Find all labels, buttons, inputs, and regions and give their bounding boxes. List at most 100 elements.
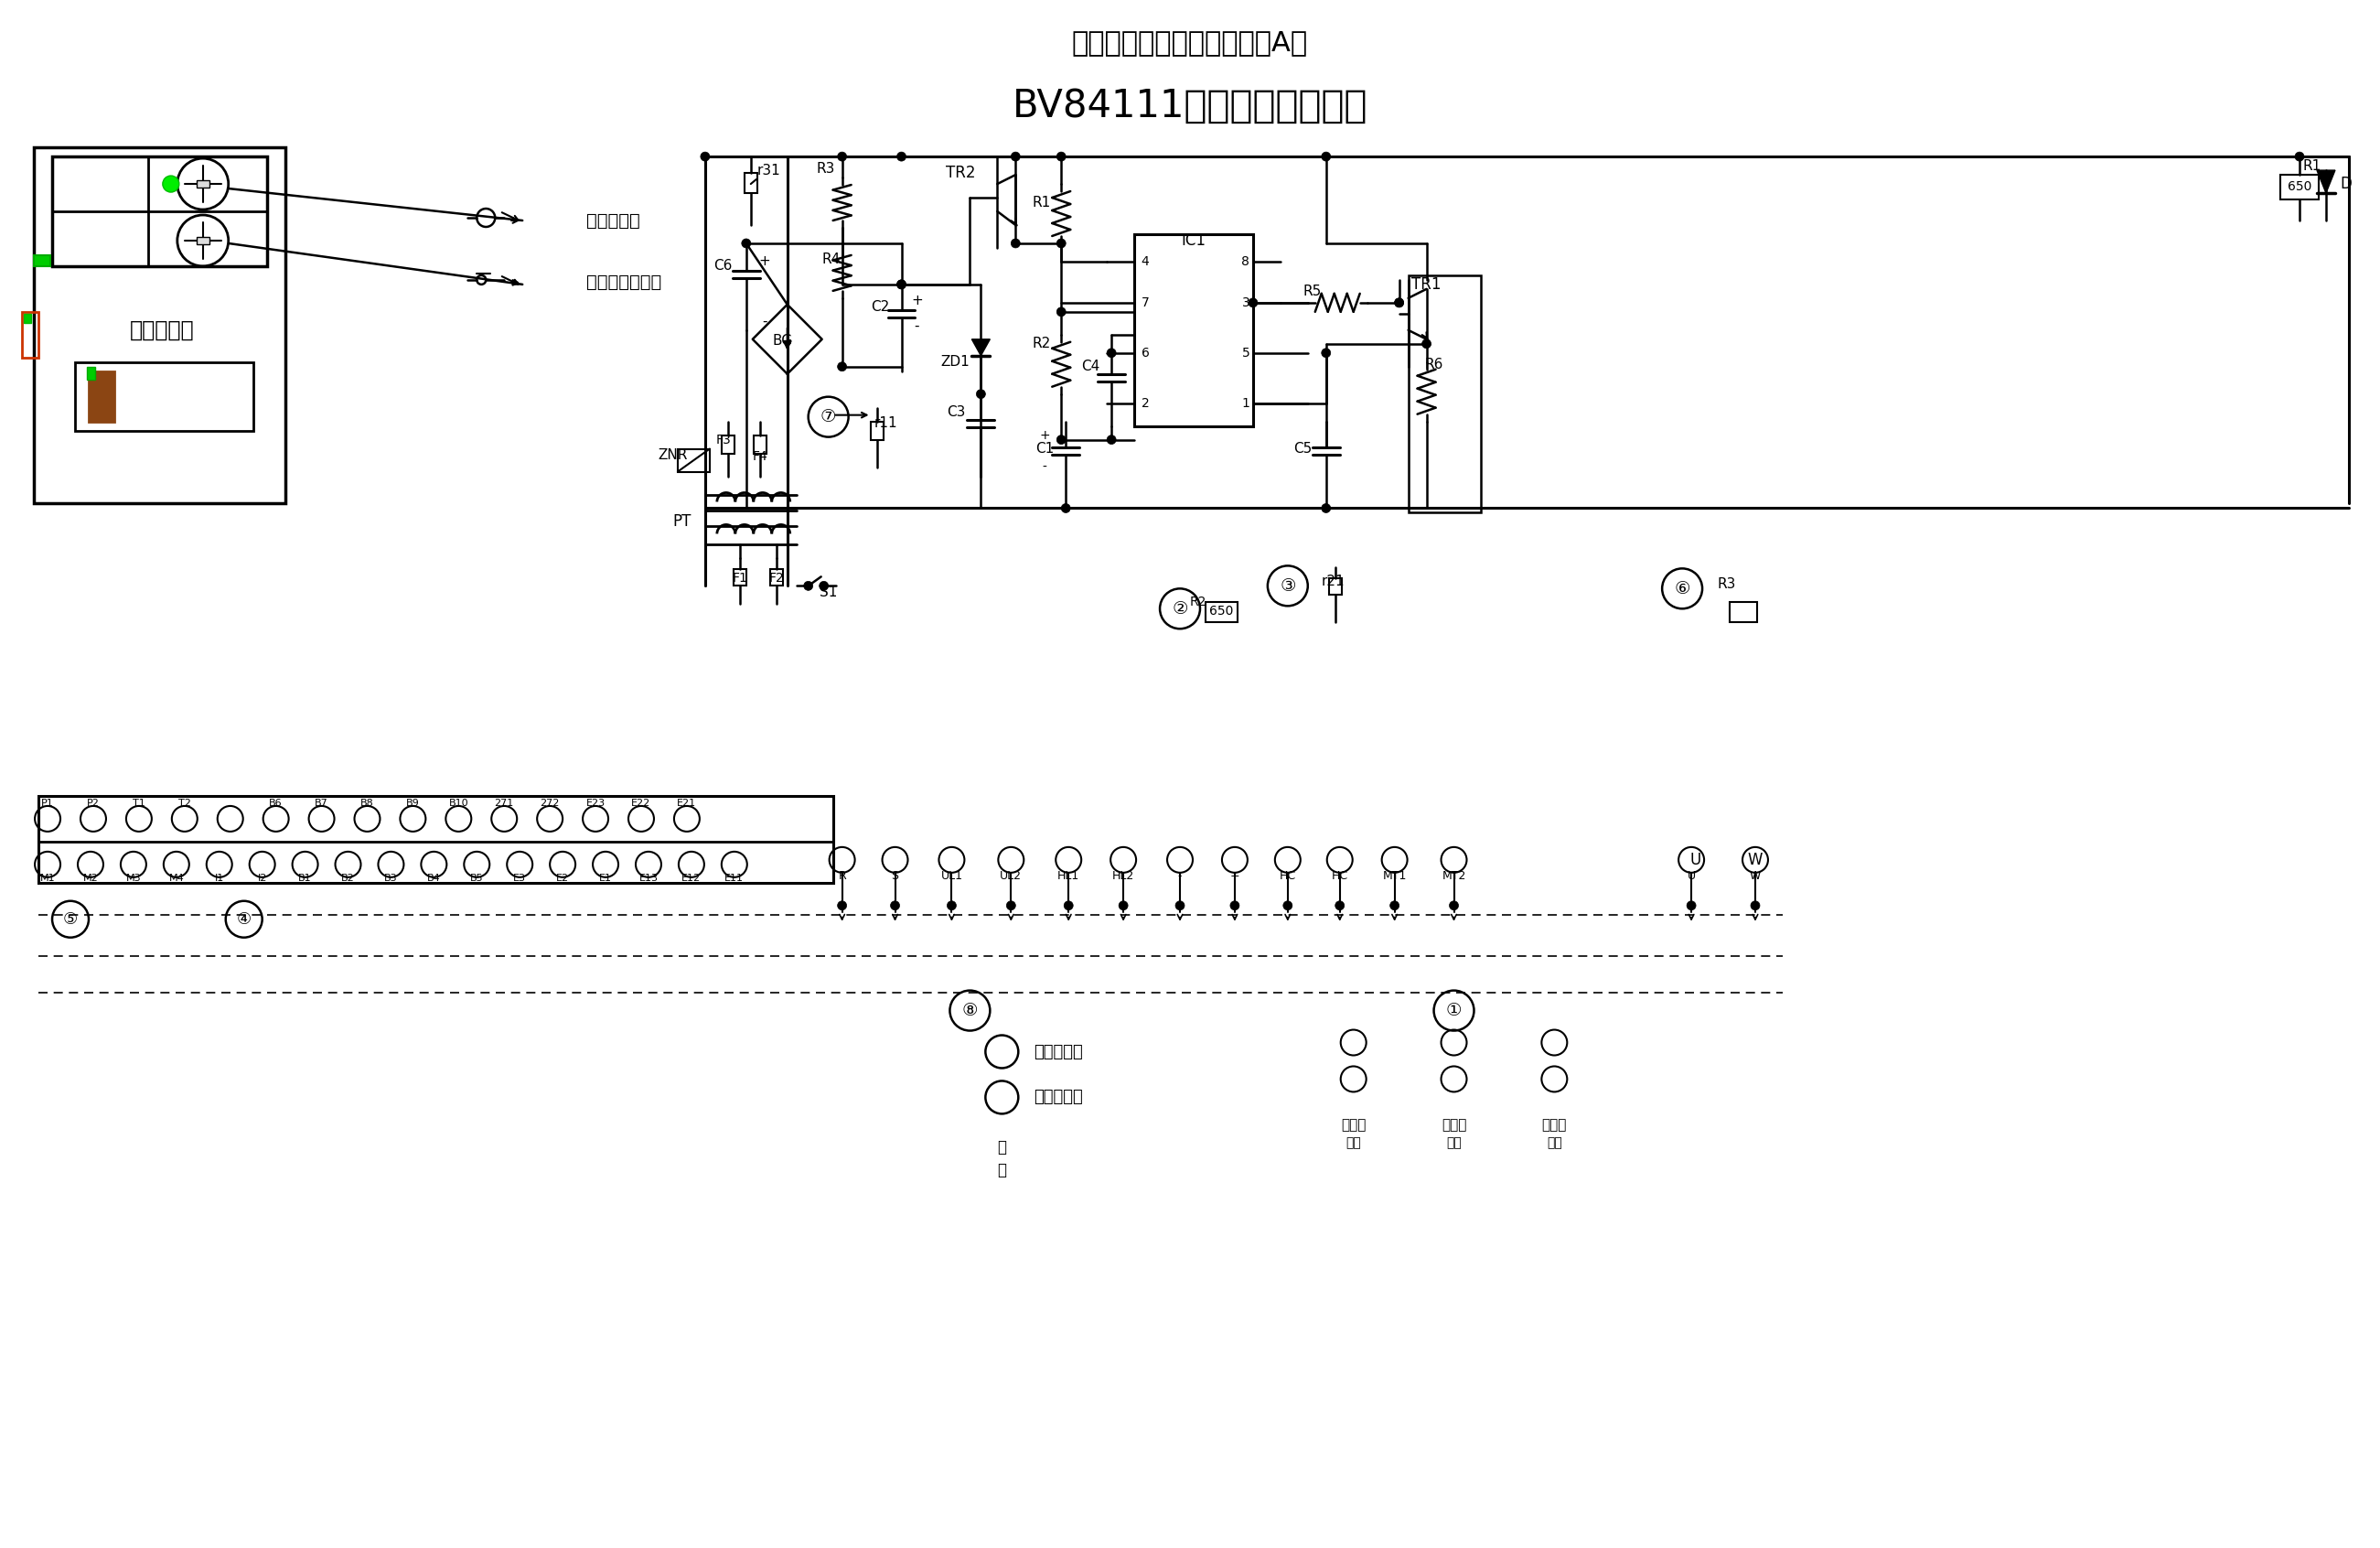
Text: I1: I1 (214, 873, 224, 882)
Text: r11: r11 (873, 416, 897, 430)
Circle shape (1064, 901, 1073, 910)
Text: 4: 4 (1142, 255, 1150, 268)
Text: B1: B1 (298, 873, 312, 882)
Bar (198, 180, 209, 187)
Text: +: + (1040, 429, 1050, 441)
Text: R: R (838, 870, 845, 882)
Text: 消火栓: 消火栓 (1442, 1118, 1466, 1132)
Bar (871, 421, 883, 440)
Text: D: D (2340, 176, 2351, 192)
Text: P2: P2 (88, 799, 100, 808)
Text: T2: T2 (178, 799, 190, 808)
Text: -: - (1178, 870, 1183, 882)
Text: PT: PT (674, 514, 693, 529)
Text: 5: 5 (1242, 347, 1250, 359)
Text: W: W (1747, 851, 1764, 868)
Text: M4: M4 (169, 873, 183, 882)
Text: ⑤: ⑤ (62, 910, 79, 927)
Text: R5: R5 (1304, 285, 1321, 299)
Bar (1409, 276, 1480, 512)
Text: 271: 271 (495, 799, 514, 808)
Circle shape (1335, 901, 1345, 910)
Circle shape (1752, 901, 1759, 910)
Circle shape (1061, 503, 1071, 512)
Text: U: U (1690, 851, 1702, 868)
Circle shape (838, 901, 847, 910)
Text: TR2: TR2 (945, 164, 976, 181)
Circle shape (1107, 348, 1116, 358)
Circle shape (838, 362, 847, 372)
Circle shape (1057, 238, 1066, 248)
Text: +: + (912, 294, 923, 308)
Text: 位置表示灯: 位置表示灯 (585, 212, 640, 229)
Polygon shape (2316, 170, 2335, 194)
Text: M1: M1 (40, 873, 55, 882)
Text: ・: ・ (997, 1163, 1007, 1178)
Text: MT2: MT2 (1442, 870, 1466, 882)
Bar (1730, 602, 1756, 622)
Text: B5: B5 (471, 873, 483, 882)
Text: 消火栓: 消火栓 (1542, 1118, 1566, 1132)
Circle shape (1449, 901, 1459, 910)
Text: HC: HC (1280, 870, 1297, 882)
Text: F4: F4 (752, 450, 769, 463)
Text: B4: B4 (426, 873, 440, 882)
Text: 3: 3 (1242, 296, 1250, 310)
Text: 8: 8 (1242, 255, 1250, 268)
Text: C1: C1 (1035, 443, 1054, 455)
Circle shape (1057, 152, 1066, 161)
Text: E11: E11 (726, 873, 745, 882)
Circle shape (819, 582, 828, 590)
Text: E22: E22 (631, 799, 650, 808)
Text: +: + (759, 255, 771, 268)
Circle shape (1283, 901, 1292, 910)
Circle shape (1687, 901, 1697, 910)
Bar (1135, 234, 1252, 426)
Text: E2: E2 (557, 873, 569, 882)
Text: E3: E3 (514, 873, 526, 882)
Text: 650: 650 (1209, 605, 1233, 618)
Circle shape (1395, 299, 1404, 307)
Text: I2: I2 (257, 873, 267, 882)
Bar (678, 449, 709, 472)
Text: ②: ② (1171, 601, 1188, 618)
Text: ・: ・ (997, 1139, 1007, 1156)
Circle shape (1011, 238, 1021, 248)
Text: R2: R2 (1190, 596, 1207, 608)
Circle shape (1321, 348, 1330, 358)
Text: B10: B10 (450, 799, 469, 808)
Text: C3: C3 (947, 406, 966, 420)
Text: -: - (914, 319, 919, 333)
Text: ZNR: ZNR (659, 449, 688, 463)
Text: F2: F2 (769, 573, 783, 585)
Text: １組: １組 (1547, 1136, 1561, 1150)
Text: +: + (1230, 870, 1240, 882)
Text: T1: T1 (133, 799, 145, 808)
Text: B7: B7 (314, 799, 328, 808)
Text: -: - (1042, 461, 1047, 474)
Circle shape (1057, 307, 1066, 316)
Circle shape (1230, 901, 1240, 910)
Circle shape (947, 901, 957, 910)
Text: C2: C2 (871, 300, 890, 314)
Text: 2: 2 (1142, 396, 1150, 410)
Text: HC: HC (1330, 870, 1347, 882)
Text: ⑥: ⑥ (1673, 580, 1690, 598)
Polygon shape (971, 339, 990, 356)
Text: r31: r31 (757, 164, 781, 176)
Text: B9: B9 (407, 799, 419, 808)
Text: r21: r21 (1321, 574, 1345, 588)
Text: 1: 1 (1242, 396, 1250, 410)
Text: E21: E21 (678, 799, 697, 808)
Text: IC1: IC1 (1180, 232, 1207, 249)
Text: S: S (892, 870, 900, 882)
Circle shape (838, 152, 847, 161)
Circle shape (890, 901, 900, 910)
Bar (721, 435, 735, 454)
Circle shape (1421, 339, 1430, 348)
Bar (88, 372, 114, 421)
Text: UL1: UL1 (940, 870, 962, 882)
Bar (33, 147, 286, 503)
Text: C4: C4 (1081, 359, 1100, 373)
Text: B2: B2 (340, 873, 355, 882)
